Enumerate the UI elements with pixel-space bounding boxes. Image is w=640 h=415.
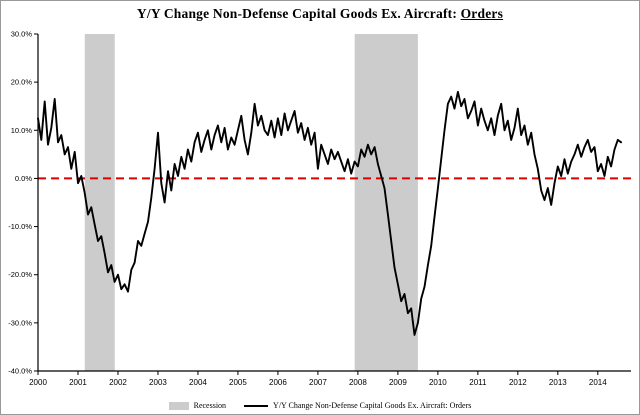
x-tick-label: 2014 <box>589 378 607 387</box>
y-tick-label: 0.0% <box>15 174 32 183</box>
x-tick-label: 2009 <box>389 378 407 387</box>
chart-legend: Recession Y/Y Change Non-Defense Capital… <box>1 401 639 410</box>
y-tick-label: 30.0% <box>11 30 33 39</box>
x-tick-label: 2006 <box>269 378 287 387</box>
y-tick-label: -40.0% <box>8 367 32 376</box>
chart-title: Y/Y Change Non-Defense Capital Goods Ex.… <box>1 6 639 22</box>
x-tick-label: 2001 <box>69 378 87 387</box>
chart-title-orders: Orders <box>460 6 504 21</box>
x-tick-label: 2007 <box>309 378 327 387</box>
series-line-swatch <box>244 404 269 407</box>
data-line <box>37 90 623 336</box>
series-label: Y/Y Change Non-Defense Capital Goods Ex.… <box>273 401 472 410</box>
legend-item-recession: Recession <box>168 401 227 410</box>
recession-swatch <box>168 401 189 410</box>
y-tick-label: 20.0% <box>11 78 33 87</box>
x-tick-label: 2013 <box>549 378 567 387</box>
x-tick-label: 2000 <box>29 378 47 387</box>
x-tick-label: 2005 <box>229 378 247 387</box>
x-tick-label: 2008 <box>349 378 367 387</box>
y-tick-label: 10.0% <box>11 126 33 135</box>
y-tick-label: -30.0% <box>8 318 32 327</box>
y-tick-label: -10.0% <box>8 222 32 231</box>
chart-title-main: Y/Y Change Non-Defense Capital Goods Ex.… <box>136 6 461 21</box>
x-tick-label: 2004 <box>189 378 207 387</box>
y-tick-label: -20.0% <box>8 270 32 279</box>
recession-band <box>84 34 115 371</box>
x-tick-label: 2012 <box>509 378 527 387</box>
x-tick-label: 2002 <box>109 378 127 387</box>
recession-label: Recession <box>193 401 227 410</box>
x-tick-label: 2003 <box>149 378 167 387</box>
x-tick-label: 2011 <box>469 378 487 387</box>
x-tick-label: 2010 <box>429 378 447 387</box>
legend-item-series: Y/Y Change Non-Defense Capital Goods Ex.… <box>244 401 471 410</box>
